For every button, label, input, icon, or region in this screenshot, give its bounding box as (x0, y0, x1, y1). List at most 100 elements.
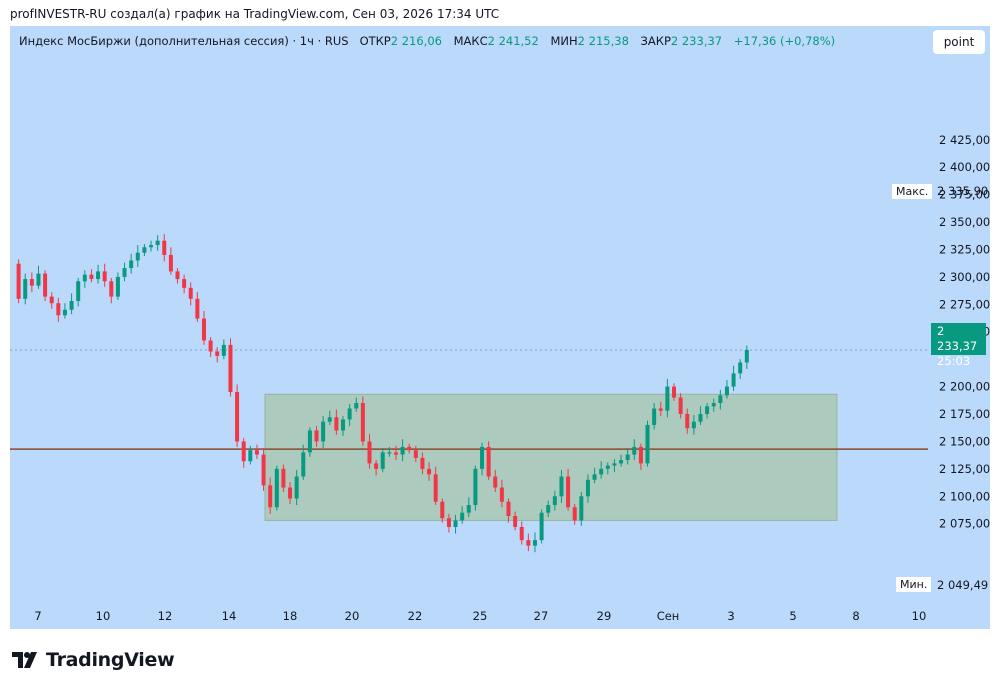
candle-body (307, 430, 312, 453)
candle-body (731, 373, 736, 387)
candle-body (499, 487, 504, 502)
max-price-label: Макс. (892, 184, 933, 199)
y-tick-label: 2 150,00 (939, 434, 990, 448)
candle-body (327, 417, 332, 422)
y-tick-label: 2 125,00 (939, 462, 990, 476)
last-price-value: 2 233,37 (937, 324, 978, 353)
candle-body (413, 450, 418, 458)
candle-body (632, 446, 637, 455)
candle-body (513, 516, 518, 527)
candle-body (367, 441, 372, 464)
candle-body (235, 392, 240, 442)
x-tick-label: 8 (852, 609, 859, 623)
candle-body (109, 281, 114, 297)
candle-body (321, 421, 326, 442)
bar-countdown: 25:03 (937, 354, 971, 368)
y-tick-label: 2 325,00 (939, 242, 990, 256)
x-tick-label: 27 (534, 609, 549, 623)
candle-body (162, 240, 167, 255)
candle-body (82, 274, 87, 282)
candle-body (215, 351, 220, 356)
y-tick-label: 2 375,00 (939, 188, 990, 202)
candle-body (685, 414, 690, 429)
symbol-label: Индекс МосБиржи (дополнительная сессия) … (19, 34, 349, 48)
candle-body (744, 349, 749, 363)
candle-body (466, 505, 471, 513)
candle-body (387, 452, 392, 454)
ohlc-legend: Индекс МосБиржи (дополнительная сессия) … (19, 34, 835, 48)
candle-body (115, 276, 120, 297)
candle-body (334, 417, 339, 431)
candle-body (526, 540, 531, 546)
y-tick-label: 2 400,00 (939, 160, 990, 174)
chart-area[interactable] (10, 26, 990, 629)
candle-body (546, 505, 551, 513)
candle-body (208, 340, 213, 352)
candle-body (605, 465, 610, 469)
tradingview-logo-icon (12, 652, 37, 668)
candle-body (69, 301, 74, 310)
candle-body (519, 526, 524, 541)
x-tick-label: 29 (597, 609, 612, 623)
candle-body (195, 298, 200, 319)
candle-body (380, 452, 385, 469)
candle-body (168, 254, 173, 272)
x-tick-label: 10 (96, 609, 111, 623)
candle-body (407, 446, 412, 451)
candle-body (56, 303, 61, 316)
time-axis (10, 600, 928, 629)
candle-body (16, 263, 21, 299)
candle-body (23, 279, 28, 299)
candle-body (645, 424, 650, 464)
candle-body (96, 271, 101, 280)
x-tick-label: 14 (222, 609, 237, 623)
candle-body (102, 271, 107, 282)
candle-body (493, 476, 498, 488)
tradingview-logo[interactable]: TradingView (12, 648, 175, 672)
candle-body (360, 403, 365, 442)
candle-body (738, 362, 743, 374)
candle-body (473, 468, 478, 506)
x-tick-label: 25 (473, 609, 488, 623)
candle-body (122, 268, 127, 277)
candle-body (294, 476, 299, 499)
candle-body (672, 386, 676, 398)
candle-body (711, 403, 716, 407)
candle-body (268, 485, 273, 508)
brand-name: TradingView (46, 649, 175, 671)
candle-body (652, 408, 657, 425)
candle-body (261, 454, 266, 486)
close-value: 2 233,37 (670, 34, 723, 48)
max-price-value: 2 335,90 (937, 184, 988, 198)
candle-body (62, 309, 67, 316)
candle-body (579, 496, 584, 521)
change-value: +17,36 (+0,78%) (733, 34, 836, 48)
candle-body (149, 245, 154, 248)
candle-body (241, 441, 246, 462)
candle-body (585, 479, 590, 497)
x-tick-label: 18 (283, 609, 298, 623)
candle-body (552, 496, 557, 506)
candle-body (572, 507, 577, 521)
x-tick-label: 3 (727, 609, 734, 623)
candle-body (36, 273, 41, 286)
candle-body (539, 512, 544, 541)
range-box (264, 393, 838, 521)
candle-body (400, 446, 405, 455)
y-tick-label: 2 300,00 (939, 270, 990, 284)
candle-body (228, 344, 233, 393)
candle-body (155, 240, 160, 246)
candle-body (49, 296, 54, 304)
price-scale-mode-button[interactable]: point (933, 30, 985, 54)
x-tick-label: 22 (408, 609, 423, 623)
last-price-tag: 2 233,37 25:03 (931, 323, 986, 368)
candle-body (433, 474, 438, 502)
y-tick-label: 2 275,00 (939, 297, 990, 311)
candle-body (89, 274, 94, 280)
price-axis (928, 26, 990, 608)
x-tick-label: Сен (657, 609, 680, 623)
candle-body (175, 271, 180, 280)
y-tick-label: 2 075,00 (939, 517, 990, 531)
x-tick-label: 20 (345, 609, 360, 623)
